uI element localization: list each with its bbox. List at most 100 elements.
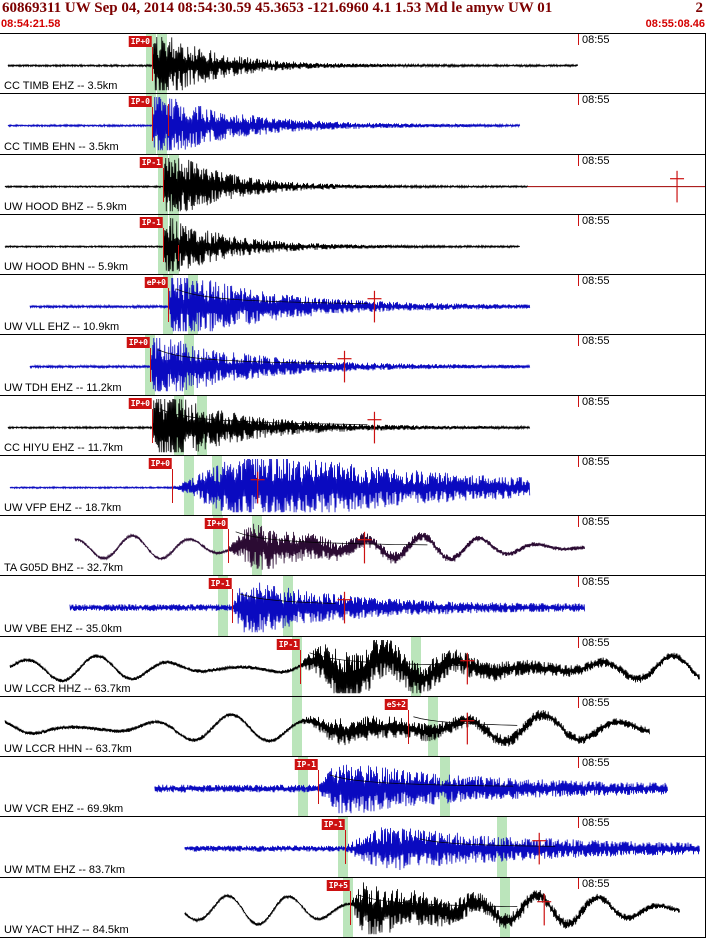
pick-line[interactable]: [345, 830, 346, 865]
coda-marker[interactable]: [250, 471, 265, 504]
minute-label: 08:55: [582, 94, 610, 107]
pick-flag[interactable]: IP-1: [208, 578, 232, 590]
coda-marker[interactable]: [357, 531, 372, 564]
minute-label: 08:55: [582, 154, 610, 167]
pick-flag[interactable]: IP-1: [294, 759, 318, 771]
pick-flag[interactable]: IP+0: [204, 518, 228, 530]
station-label[interactable]: UW VCR EHZ -- 69.9km: [4, 803, 124, 816]
pick-flag[interactable]: eP+0: [144, 277, 168, 289]
pick-line[interactable]: [152, 47, 153, 81]
pick-flag[interactable]: IP+0: [148, 457, 172, 469]
trace-panel[interactable]: IP+0 08:55 CC TIMB EHZ -- 3.5km: [0, 34, 705, 95]
coda-marker[interactable]: [367, 411, 382, 444]
trace-panel[interactable]: IP+0 08:55 UW VFP EHZ -- 18.7km: [0, 455, 705, 517]
minute-tick: [578, 214, 579, 226]
waveform[interactable]: [0, 757, 705, 816]
station-label[interactable]: UW VLL EHZ -- 10.9km: [4, 321, 120, 334]
pick-flag[interactable]: IP+0: [128, 36, 152, 47]
pick-line[interactable]: [150, 348, 151, 383]
pick-highlight-band: [292, 636, 302, 696]
waveform[interactable]: [0, 637, 705, 696]
pick-line[interactable]: [318, 770, 319, 805]
coda-marker[interactable]: [367, 290, 382, 323]
pick-line[interactable]: [163, 167, 164, 202]
pick-highlight-band: [146, 94, 156, 154]
station-label[interactable]: UW LCCR HHN -- 63.7km: [4, 743, 132, 756]
waveform[interactable]: [0, 878, 705, 937]
trace-panel[interactable]: eP+0 08:55 UW VLL EHZ -- 10.9km: [0, 275, 705, 336]
station-label[interactable]: CC TIMB EHN -- 3.5km: [4, 140, 119, 153]
pick-line[interactable]: [300, 649, 301, 684]
waveform[interactable]: [0, 275, 705, 334]
pick-flag[interactable]: IP-1: [276, 638, 300, 650]
station-label[interactable]: UW TDH EHZ -- 11.2km: [4, 381, 122, 394]
waveform[interactable]: [0, 34, 705, 93]
pick-flag[interactable]: IP-0: [128, 96, 152, 108]
trace-panel[interactable]: IP-1 08:55 UW VCR EHZ -- 69.9km: [0, 757, 705, 818]
station-label[interactable]: UW MTM EHZ -- 83.7km: [4, 863, 125, 876]
pick-line[interactable]: [168, 288, 169, 323]
pick-line[interactable]: [350, 890, 351, 925]
minute-label: 08:55: [582, 516, 610, 529]
pick-flag[interactable]: IP-1: [139, 156, 163, 168]
station-label[interactable]: TA G05D BHZ -- 32.7km: [4, 562, 123, 575]
trace-panel[interactable]: IP-1 08:55 UW LCCR HHZ -- 63.7km: [0, 636, 705, 697]
coda-marker[interactable]: [670, 170, 685, 202]
coda-marker[interactable]: [460, 652, 475, 685]
waveform[interactable]: [0, 456, 705, 515]
pick-flag[interactable]: IP+0: [128, 397, 152, 409]
waveform[interactable]: [0, 516, 705, 575]
pick-flag[interactable]: IP+0: [126, 337, 150, 349]
pick-line[interactable]: [232, 589, 233, 624]
coda-marker[interactable]: [537, 893, 552, 926]
pick-line[interactable]: [152, 107, 153, 142]
waveform[interactable]: [0, 335, 705, 394]
waveform[interactable]: [0, 155, 705, 214]
station-label[interactable]: UW VBE EHZ -- 35.0km: [4, 622, 122, 635]
minute-tick: [578, 275, 579, 287]
pick-flag[interactable]: IP+5: [326, 879, 350, 891]
pick-line[interactable]: [172, 468, 173, 503]
station-label[interactable]: CC HIYU EHZ -- 11.7km: [4, 441, 123, 454]
pick-flag[interactable]: IP-1: [321, 819, 345, 831]
station-label[interactable]: CC TIMB EHZ -- 3.5km: [4, 80, 118, 93]
coda-marker[interactable]: [337, 351, 352, 383]
waveform[interactable]: [0, 576, 705, 635]
minute-label: 08:55: [582, 636, 610, 649]
coda-marker[interactable]: [337, 592, 352, 624]
trace-panel[interactable]: IP-1 08:55 UW HOOD BHN -- 5.9km: [0, 214, 705, 276]
pick-line[interactable]: [408, 709, 409, 744]
minute-tick: [578, 636, 579, 648]
waveform[interactable]: [0, 94, 705, 153]
station-label[interactable]: UW HOOD BHN -- 5.9km: [4, 261, 129, 274]
trace-panel[interactable]: eS+2 08:55 UW LCCR HHN -- 63.7km: [0, 696, 705, 758]
trace-panel[interactable]: IP+5 08:55 UW YACT HHZ -- 84.5km: [0, 877, 705, 938]
pick-flag[interactable]: eS+2: [384, 698, 408, 710]
trace-panel[interactable]: IP-1 08:55 UW MTM EHZ -- 83.7km: [0, 817, 705, 878]
trace-panel[interactable]: IP+0 08:55 UW TDH EHZ -- 11.2km: [0, 335, 705, 396]
waveform[interactable]: [0, 697, 705, 756]
pick-line[interactable]: [163, 227, 164, 262]
pick-highlight-band: [292, 696, 302, 757]
minute-label: 08:55: [582, 757, 610, 770]
coda-marker[interactable]: [460, 712, 475, 745]
trace-panel[interactable]: IP-0 08:55 CC TIMB EHN -- 3.5km: [0, 94, 705, 155]
station-label[interactable]: UW LCCR HHZ -- 63.7km: [4, 682, 131, 695]
station-label[interactable]: UW HOOD BHZ -- 5.9km: [4, 200, 127, 213]
waveform[interactable]: [0, 215, 705, 274]
coda-marker[interactable]: [532, 833, 547, 865]
minute-tick: [578, 877, 579, 889]
minute-tick: [578, 576, 579, 588]
pick-flag[interactable]: IP-1: [139, 216, 163, 228]
trace-panel[interactable]: IP+0 08:55 CC HIYU EHZ -- 11.7km: [0, 395, 705, 456]
trace-panel[interactable]: IP-1 08:55 UW VBE EHZ -- 35.0km: [0, 576, 705, 637]
pick-line[interactable]: [228, 529, 229, 564]
station-label[interactable]: UW VFP EHZ -- 18.7km: [4, 502, 122, 515]
trace-panel[interactable]: IP+0 08:55 TA G05D BHZ -- 32.7km: [0, 516, 705, 577]
waveform[interactable]: [0, 396, 705, 455]
pick-line[interactable]: [152, 408, 153, 443]
station-label[interactable]: UW YACT HHZ -- 84.5km: [4, 923, 129, 936]
waveform[interactable]: [0, 817, 705, 876]
trace-panel[interactable]: IP-1 08:55 UW HOOD BHZ -- 5.9km: [0, 154, 705, 215]
